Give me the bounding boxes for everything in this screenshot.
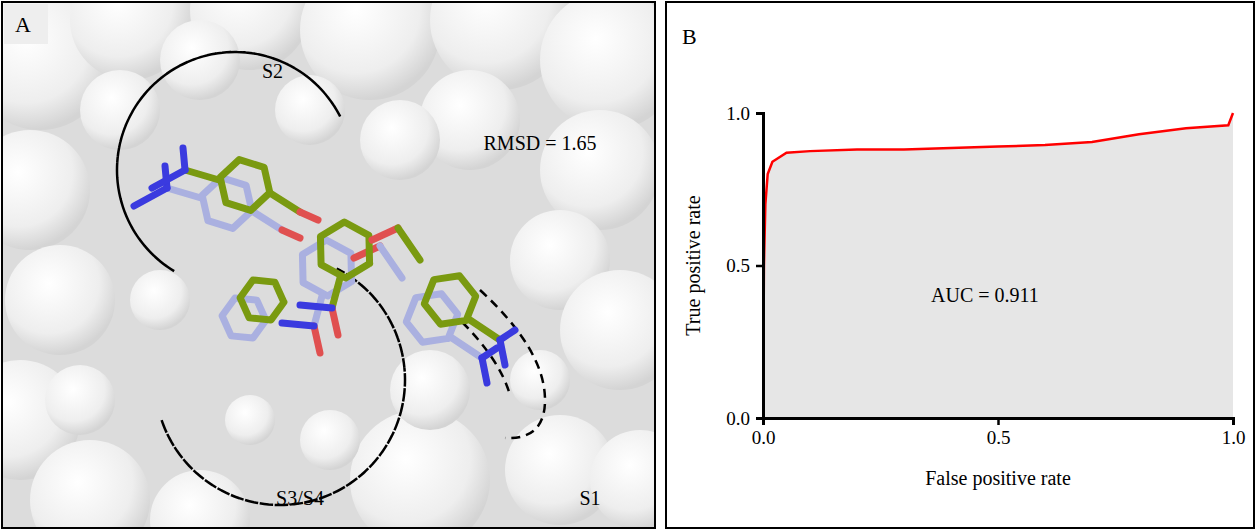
bond: [220, 160, 270, 211]
surface-bump: [560, 270, 655, 390]
tick: 0.5: [726, 255, 763, 276]
surface-bump: [2, 130, 90, 250]
plot-area: [763, 113, 1233, 418]
surface-bump: [45, 365, 115, 435]
bond: [152, 170, 185, 188]
annotation: AUC = 0.911: [931, 284, 1039, 306]
surface-bump: [225, 395, 275, 445]
figure: A S2 S3/S4 S1 RMSD = 1.65 B 0.0 0.5 1.0 0.0 0.5 1.0…: [0, 0, 1256, 531]
surface-bump: [390, 350, 470, 430]
surface-bump: [275, 75, 345, 145]
bond: [452, 338, 482, 358]
bond: [314, 326, 320, 353]
bond: [282, 323, 314, 326]
tick-label: 0.5: [726, 255, 750, 276]
tick: 0.5: [987, 418, 1011, 448]
tick-mark: [756, 112, 763, 115]
bond: [332, 278, 340, 308]
tick-label: 1.0: [1222, 427, 1246, 448]
bond: [240, 280, 284, 320]
x-axis-title: False positive rate: [925, 467, 1071, 490]
bond: [398, 228, 420, 260]
surface-bump: [590, 430, 655, 528]
x-axis: 0.0 0.5 1.0: [752, 418, 1246, 448]
bond: [314, 296, 322, 326]
bond: [380, 246, 402, 278]
tick: 0.0: [752, 418, 776, 448]
y-axis: 0.0 0.5 1.0: [726, 103, 763, 429]
bond: [470, 320, 500, 340]
y-axis-title: True positive rate: [682, 195, 705, 335]
ligands: [134, 148, 515, 383]
bond: [332, 308, 338, 335]
bond: [167, 188, 201, 198]
tick-label: 1.0: [726, 103, 750, 124]
pocket-outlines: [117, 52, 545, 505]
tick-mark: [1232, 418, 1235, 425]
bond: [185, 170, 219, 180]
tick-mark: [756, 417, 763, 420]
tick: 0.0: [726, 408, 763, 429]
bond: [482, 358, 487, 383]
pocket-s3s4: [161, 269, 405, 505]
surface-bump: [30, 440, 150, 528]
surface-bump: [300, 410, 360, 470]
surface-bump: [360, 100, 440, 180]
bond: [252, 211, 282, 230]
y-axis-line: [756, 114, 764, 419]
panel-b: B 0.0 0.5 1.0 0.0 0.5 1.0 False positive rate Tr…: [666, 2, 1254, 528]
pocket-label: S1: [579, 487, 600, 509]
surface-bump: [80, 70, 160, 150]
tick-label: 0.0: [726, 408, 750, 429]
panel-frame: [2, 2, 655, 528]
bond: [300, 212, 318, 220]
panel-frame: [666, 2, 1254, 528]
surface-bump: [130, 270, 190, 330]
annotation: RMSD = 1.65: [484, 132, 597, 154]
tick-label: 0.5: [987, 427, 1011, 448]
x-axis-line: [764, 419, 1234, 426]
label-patch: [4, 4, 48, 44]
surface-bump: [160, 20, 240, 100]
tick-mark: [997, 418, 1000, 425]
bond: [270, 193, 300, 212]
bond: [300, 305, 332, 308]
tick: 1.0: [726, 103, 763, 124]
panel-label: B: [682, 24, 697, 49]
roc-area: [763, 113, 1233, 418]
ligand-reference: [134, 166, 497, 383]
tick-mark: [756, 265, 763, 268]
bond: [320, 222, 369, 278]
bond: [500, 340, 505, 365]
tick-label: 0.0: [752, 427, 776, 448]
tick: 1.0: [1222, 418, 1246, 448]
panel-label: A: [15, 12, 31, 37]
bond: [424, 276, 475, 324]
bond: [372, 228, 398, 240]
surface-bump: [150, 470, 250, 528]
protein-surface: [2, 2, 655, 528]
bond: [282, 230, 300, 238]
roc-curve: [763, 113, 1233, 418]
pocket-s2: [117, 52, 340, 271]
pocket-s1: [462, 290, 545, 438]
ligand-docked: [152, 148, 515, 365]
surface-bump: [510, 350, 570, 410]
surface-bump: [5, 245, 115, 355]
panel-a: A S2 S3/S4 S1 RMSD = 1.65: [0, 0, 690, 531]
pocket-label: S3/S4: [276, 487, 324, 509]
pocket-label: S2: [262, 60, 283, 82]
